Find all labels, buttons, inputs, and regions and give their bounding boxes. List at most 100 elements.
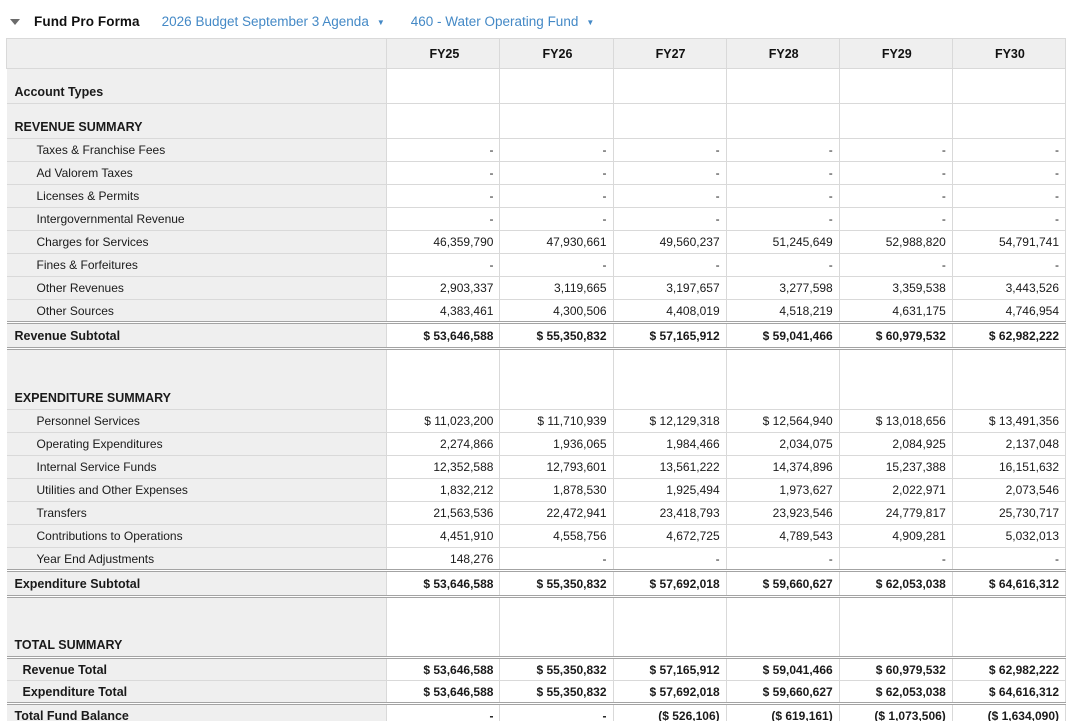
cell-fy25: [386, 348, 500, 375]
cell-fy25: 12,352,588: [386, 455, 500, 479]
cell-fy26: [499, 68, 614, 104]
cell-fy27: 1,925,494: [612, 478, 727, 502]
cell-fy27: 4,408,019: [612, 299, 727, 323]
cell-fy25: [386, 596, 500, 623]
cell-fy28: $ 59,660,627: [725, 680, 840, 704]
table-row: Total Fund Balance - - ($ 526,106) ($ 619,16…: [6, 702, 1067, 721]
cell-fy27: [612, 622, 727, 658]
row-label: Operating Expenditures: [6, 432, 387, 456]
header-label-cell: [5, 38, 387, 69]
cell-fy26: $ 55,350,832: [499, 569, 614, 598]
cell-fy27: 23,418,793: [612, 501, 727, 525]
table-row: Internal Service Funds 12,352,588 12,793,6…: [6, 455, 1067, 479]
cell-fy30: 3,443,526: [951, 276, 1067, 300]
table-row: Account Types: [6, 68, 1067, 104]
cell-fy25: -: [386, 161, 500, 185]
cell-fy27: ($ 526,106): [612, 702, 727, 721]
cell-fy30: -: [951, 184, 1067, 208]
cell-fy30: -: [951, 161, 1067, 185]
cell-fy25: -: [386, 702, 500, 721]
cell-fy26: 4,558,756: [499, 524, 614, 548]
table-row: Year End Adjustments 148,276- - - - -: [6, 547, 1067, 571]
fund-dropdown[interactable]: 460 - Water Operating Fund ▼: [411, 14, 595, 29]
table-row: [6, 596, 1067, 623]
row-label: REVENUE SUMMARY: [6, 103, 387, 139]
cell-fy25: [386, 622, 500, 658]
row-label: Ad Valorem Taxes: [6, 161, 387, 185]
cell-fy26: [499, 622, 614, 658]
cell-fy25: $ 53,646,588: [386, 680, 500, 704]
cell-fy29: ($ 1,073,506): [838, 702, 953, 721]
row-label: Expenditure Total: [6, 680, 387, 704]
column-header-fy25: FY25: [386, 38, 500, 69]
row-label: Personnel Services: [6, 409, 387, 433]
table-row: Utilities and Other Expenses 1,832,212 1,8…: [6, 478, 1067, 502]
cell-fy28: 1,973,627: [725, 478, 840, 502]
cell-fy30: 54,791,741: [951, 230, 1067, 254]
cell-fy27: [612, 68, 727, 104]
table-row: Taxes & Franchise Fees - - - - - -: [6, 138, 1067, 162]
chevron-down-icon: ▼: [376, 18, 385, 27]
row-label: Revenue Total: [6, 656, 387, 681]
row-label: Other Revenues: [6, 276, 387, 300]
cell-fy26: 47,930,661: [499, 230, 614, 254]
row-label: Total Fund Balance: [6, 702, 387, 721]
cell-fy25: -: [386, 253, 500, 277]
cell-fy30: 16,151,632: [951, 455, 1067, 479]
cell-fy28: -: [725, 161, 840, 185]
cell-fy27: -: [612, 161, 727, 185]
report-header: Fund Pro Forma 2026 Budget September 3 A…: [0, 0, 1072, 38]
cell-fy28: 14,374,896: [725, 455, 840, 479]
row-label: [6, 348, 387, 375]
cell-fy30: $ 64,616,312: [951, 680, 1067, 704]
cell-fy29: -: [838, 138, 953, 162]
cell-fy28: 4,518,219: [725, 299, 840, 323]
table-row: Revenue Subtotal $ 53,646,588 $ 55,350,832…: [6, 321, 1067, 350]
cell-fy27: $ 12,129,318: [612, 409, 727, 433]
cell-fy29: 2,084,925: [838, 432, 953, 456]
cell-fy28: [725, 374, 840, 410]
cell-fy27: [612, 374, 727, 410]
cell-fy26: [499, 348, 614, 375]
cell-fy28: -: [725, 184, 840, 208]
row-label: Taxes & Franchise Fees: [6, 138, 387, 162]
cell-fy25: 46,359,790: [386, 230, 500, 254]
cell-fy29: -: [838, 184, 953, 208]
cell-fy29: [838, 622, 953, 658]
cell-fy27: 49,560,237: [612, 230, 727, 254]
table-row: Expenditure Total $ 53,646,588 $ 55,350,83…: [6, 680, 1067, 704]
table-row: Licenses & Permits - - - - - -: [6, 184, 1067, 208]
cell-fy29: [838, 596, 953, 623]
cell-fy27: 3,197,657: [612, 276, 727, 300]
cell-fy29: 4,631,175: [838, 299, 953, 323]
table-row: Ad Valorem Taxes - - - - - -: [6, 161, 1067, 185]
cell-fy28: 2,034,075: [725, 432, 840, 456]
cell-fy28: 4,789,543: [725, 524, 840, 548]
cell-fy28: -: [725, 207, 840, 231]
cell-fy25: $ 11,023,200: [386, 409, 500, 433]
table-row: Expenditure Subtotal $ 53,646,588 $ 55,350…: [6, 569, 1067, 598]
cell-fy29: $ 60,979,532: [838, 656, 953, 681]
cell-fy30: 4,746,954: [951, 299, 1067, 323]
cell-fy28: [725, 68, 840, 104]
cell-fy26: -: [499, 253, 614, 277]
cell-fy25: 4,383,461: [386, 299, 500, 323]
cell-fy26: 1,878,530: [499, 478, 614, 502]
cell-fy29: 52,988,820: [838, 230, 953, 254]
budget-version-dropdown[interactable]: 2026 Budget September 3 Agenda ▼: [162, 14, 385, 29]
cell-fy27: $ 57,165,912: [612, 656, 727, 681]
cell-fy28: $ 12,564,940: [725, 409, 840, 433]
table-row: REVENUE SUMMARY: [6, 103, 1067, 139]
cell-fy27: -: [612, 184, 727, 208]
cell-fy25: 2,903,337: [386, 276, 500, 300]
table-row: Operating Expenditures 2,274,866 1,936,065…: [6, 432, 1067, 456]
cell-fy30: [951, 348, 1067, 375]
collapse-triangle-icon[interactable]: [10, 18, 20, 25]
cell-fy28: -: [725, 253, 840, 277]
row-label: Expenditure Subtotal: [6, 569, 387, 598]
cell-fy26: -: [499, 207, 614, 231]
cell-fy29: [838, 348, 953, 375]
cell-fy27: -: [612, 547, 727, 571]
cell-fy28: [725, 103, 840, 139]
cell-fy30: 25,730,717: [951, 501, 1067, 525]
